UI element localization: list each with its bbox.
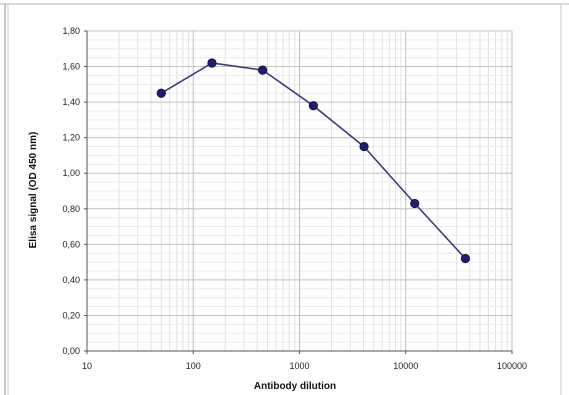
y-tick-label: 0,60 [62,239,80,249]
x-tick-labels: 10 100 1000 10000 100000 [82,351,527,371]
data-point [460,253,471,264]
data-point [258,65,268,75]
data-point [308,101,318,111]
grid [86,30,513,352]
data-point [410,198,420,209]
data-series [156,58,471,264]
x-axis-title: Antibody dilution [254,381,336,392]
series-line [160,62,466,260]
x-tick-label: 100000 [497,361,527,371]
y-tick-label: 0,80 [62,204,80,214]
x-tick-label: 1000 [289,361,309,371]
y-tick-label: 0,20 [62,310,80,320]
y-axis-title: Elisa signal (OD 450 nm) [28,132,39,249]
x-tick-label: 10000 [393,361,418,371]
y-tick-label: 1,40 [62,97,80,107]
x-tick-label: 10 [82,361,92,371]
y-tick-label: 1,00 [62,168,80,178]
y-tick-label: 0,00 [62,346,80,356]
y-tick-label: 1,80 [62,26,80,36]
y-tick-label: 1,60 [62,62,80,72]
x-tick-label: 100 [186,361,201,371]
data-point [156,88,166,98]
y-tick-label: 1,20 [62,133,80,143]
y-tick-label: 0,40 [62,275,80,285]
data-point [359,141,369,152]
data-point [207,58,217,68]
y-tick-labels: 0,00 0,20 0,40 0,60 0,80 1,00 1,20 1,40 1,60 1,80 [62,26,87,356]
